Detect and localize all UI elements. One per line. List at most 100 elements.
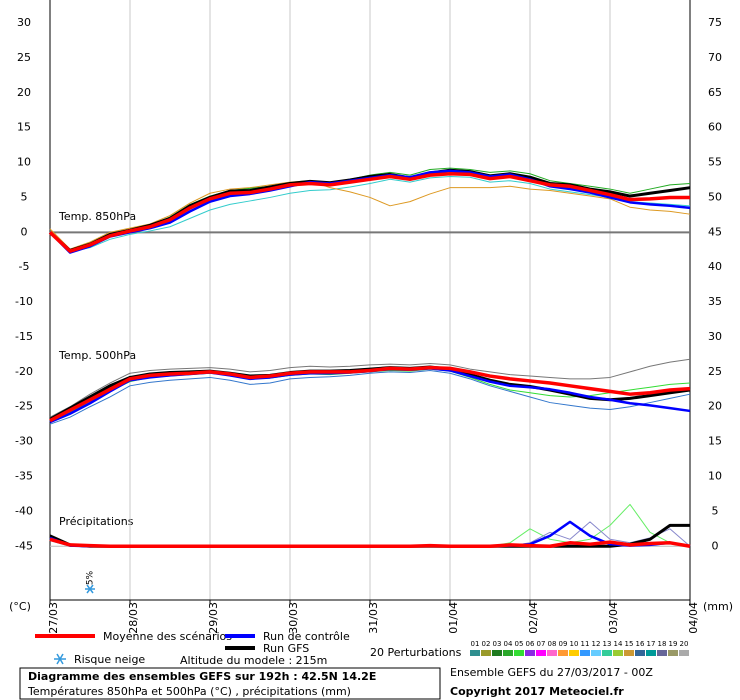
legend-label: Moyenne des scénarios — [103, 630, 232, 643]
perturbation-label: 13 — [603, 640, 612, 648]
x-tick-label: 28/03 — [127, 602, 140, 634]
x-tick-label: 04/04 — [687, 602, 700, 634]
perturbation-label: 09 — [559, 640, 568, 648]
perturbation-swatch — [668, 650, 678, 656]
y2-tick-label: 25 — [708, 365, 722, 378]
x-tick-label: 29/03 — [207, 602, 220, 634]
snow-icon — [54, 653, 66, 665]
y-tick-label: 5 — [21, 190, 28, 203]
y-tick-label: -30 — [15, 435, 33, 448]
perturbation-swatch — [635, 650, 645, 656]
perturbation-swatch — [536, 650, 546, 656]
footer-subtitle: Températures 850hPa et 500hPa (°C) , pré… — [27, 685, 351, 698]
y2-tick-label: 15 — [708, 435, 722, 448]
perturbation-swatch — [580, 650, 590, 656]
perturbation-label: 07 — [537, 640, 546, 648]
annotation: Temp. 500hPa — [58, 349, 136, 362]
perturbation-swatch — [470, 650, 480, 656]
y2-tick-label: 45 — [708, 225, 722, 238]
perturbation-swatch — [481, 650, 491, 656]
y2-tick-label: 20 — [708, 400, 722, 413]
series-line — [49, 176, 691, 253]
perturbations-title: 20 Perturbations — [370, 646, 462, 659]
perturbation-label: 05 — [515, 640, 524, 648]
y2-tick-label: 30 — [708, 330, 722, 343]
perturbation-label: 19 — [669, 640, 678, 648]
perturbation-label: 01 — [471, 640, 480, 648]
altitude: Altitude du modele : 215m — [180, 654, 327, 667]
perturbation-label: 20 — [680, 640, 689, 648]
perturbation-label: 02 — [482, 640, 491, 648]
x-tick-label: 27/03 — [47, 602, 60, 634]
perturbation-swatch — [624, 650, 634, 656]
y-tick-label: -45 — [15, 539, 33, 552]
y-tick-label: -25 — [15, 400, 33, 413]
series-line — [49, 537, 691, 549]
y-tick-label: 15 — [17, 121, 31, 134]
y-tick-label: 0 — [21, 225, 28, 238]
perturbation-label: 03 — [493, 640, 502, 648]
y-tick-label: 10 — [17, 156, 31, 169]
copyright: Copyright 2017 Meteociel.fr — [450, 685, 624, 698]
legend-label: Run GFS — [263, 642, 309, 655]
perturbation-swatch — [591, 650, 601, 656]
perturbation-label: 16 — [636, 640, 645, 648]
annotation: Précipitations — [59, 515, 134, 528]
x-tick-label: 31/03 — [367, 602, 380, 634]
perturbation-label: 17 — [647, 640, 656, 648]
y2-tick-label: 10 — [708, 470, 722, 483]
y-tick-label: -15 — [15, 330, 33, 343]
y-tick-label: 25 — [17, 51, 31, 64]
x-tick-label: 30/03 — [287, 602, 300, 634]
x-tick-label: 03/04 — [607, 602, 620, 634]
series-line — [49, 369, 691, 425]
perturbation-label: 06 — [526, 640, 535, 648]
perturbation-swatch — [657, 650, 667, 656]
footer-title: Diagramme des ensembles GEFS sur 192h : … — [28, 670, 376, 683]
annotation: Temp. 850hPa — [58, 210, 136, 223]
snow-legend: Risque neige — [74, 653, 145, 666]
x-tick-label: 02/04 — [527, 602, 540, 634]
footer-box — [19, 667, 441, 700]
y-tick-label: -10 — [15, 295, 33, 308]
y2-tick-label: 70 — [708, 51, 722, 64]
perturbation-label: 08 — [548, 640, 557, 648]
y-tick-label: -5 — [19, 260, 30, 273]
y-tick-label: 30 — [17, 16, 31, 29]
y2-tick-label: 60 — [708, 121, 722, 134]
perturbation-label: 11 — [581, 640, 590, 648]
y2-tick-label: 40 — [708, 260, 722, 273]
y2-tick-label: 5 — [712, 504, 719, 517]
perturbation-label: 14 — [614, 640, 623, 648]
perturbation-label: 15 — [625, 640, 634, 648]
perturbation-swatch — [679, 650, 689, 656]
perturbation-label: 18 — [658, 640, 667, 648]
y2-tick-label: 50 — [708, 190, 722, 203]
perturbation-swatch — [514, 650, 524, 656]
y2-tick-label: 0 — [712, 539, 719, 552]
snow-marker — [85, 584, 95, 594]
snow-stroke — [86, 584, 94, 594]
snow-risk-label: 5% — [86, 570, 96, 585]
y2-tick-label: 35 — [708, 295, 722, 308]
run-info: Ensemble GEFS du 27/03/2017 - 00Z — [450, 666, 653, 679]
perturbation-swatch — [613, 650, 623, 656]
y-tick-label: -35 — [15, 470, 33, 483]
x-tick-label: 01/04 — [447, 602, 460, 634]
legend-label: Run de contrôle — [263, 630, 350, 643]
perturbation-swatch — [525, 650, 535, 656]
perturbation-label: 04 — [504, 640, 513, 648]
perturbation-swatch — [503, 650, 513, 656]
perturbation-label: 12 — [592, 640, 601, 648]
series-line — [49, 358, 691, 418]
y2-tick-label: 75 — [708, 16, 722, 29]
series-line — [48, 171, 690, 253]
perturbation-swatch — [569, 650, 579, 656]
y2-tick-label: 55 — [708, 156, 722, 169]
y-tick-label: 20 — [17, 86, 31, 99]
y2-unit: (mm) — [703, 600, 733, 613]
perturbation-swatch — [558, 650, 568, 656]
series-line — [49, 365, 691, 423]
y-tick-label: -20 — [15, 365, 33, 378]
